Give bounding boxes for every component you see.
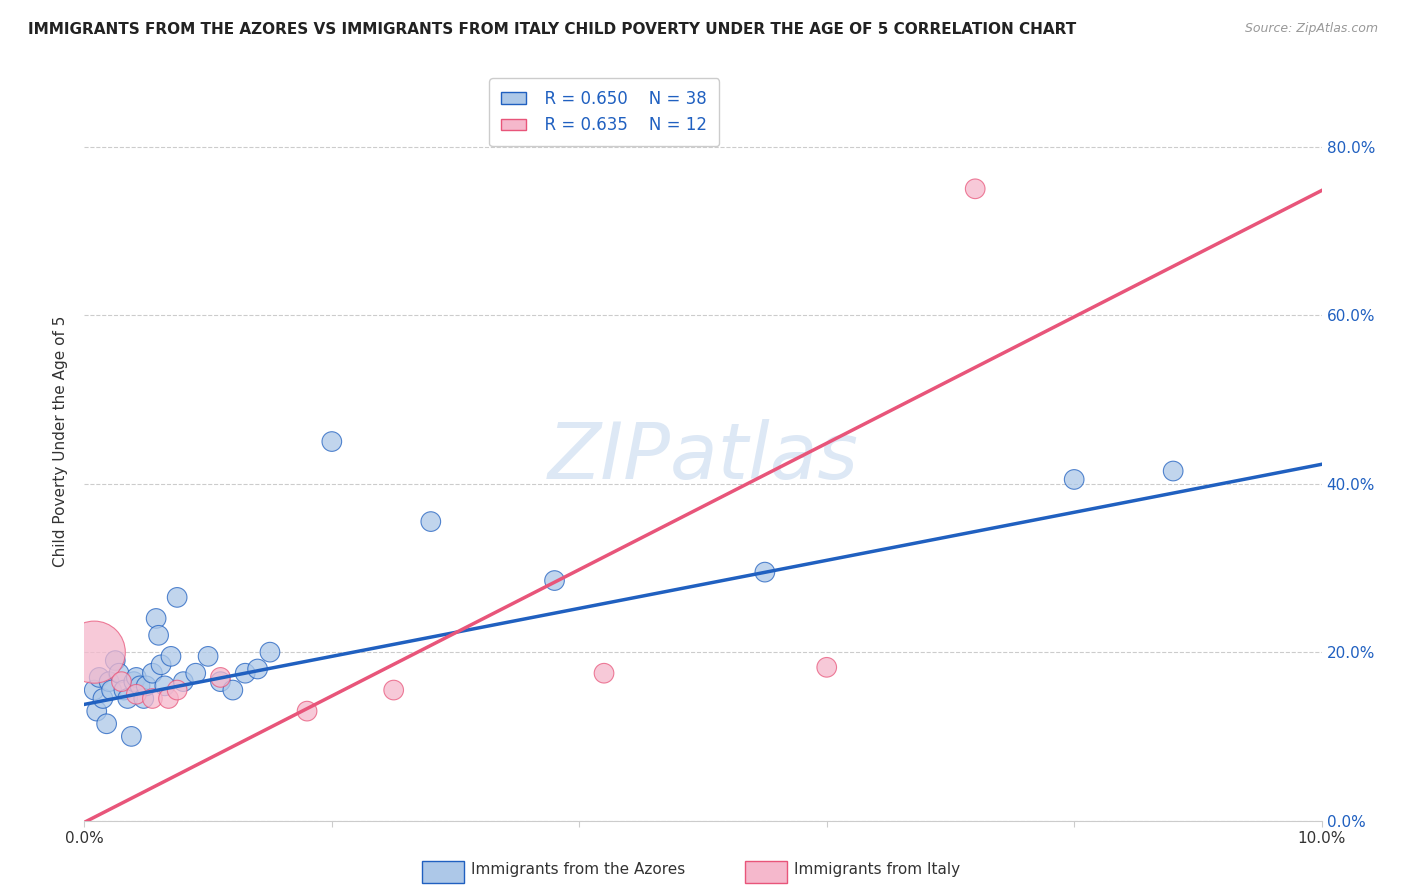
- Point: [125, 687, 148, 701]
- Point: [91, 691, 114, 706]
- Point: [754, 565, 776, 579]
- Point: [148, 628, 170, 642]
- Point: [96, 716, 118, 731]
- Point: [166, 683, 188, 698]
- Point: [89, 670, 111, 684]
- Point: [120, 730, 142, 744]
- Point: [98, 674, 121, 689]
- Point: [815, 660, 838, 674]
- Legend:   R = 0.650    N = 38,   R = 0.635    N = 12: R = 0.650 N = 38, R = 0.635 N = 12: [489, 78, 718, 146]
- Point: [83, 645, 105, 659]
- Point: [172, 674, 194, 689]
- Point: [259, 645, 281, 659]
- Text: Immigrants from Italy: Immigrants from Italy: [794, 863, 960, 877]
- Point: [1063, 473, 1085, 487]
- Point: [184, 666, 207, 681]
- Point: [153, 679, 176, 693]
- Point: [965, 182, 987, 196]
- Point: [141, 666, 163, 681]
- Point: [132, 691, 155, 706]
- Point: [321, 434, 343, 449]
- Point: [166, 591, 188, 605]
- Point: [86, 704, 108, 718]
- Point: [593, 666, 616, 681]
- Point: [222, 683, 245, 698]
- Point: [117, 691, 139, 706]
- Point: [1161, 464, 1184, 478]
- Point: [145, 611, 167, 625]
- Point: [233, 666, 256, 681]
- Point: [112, 683, 135, 698]
- Point: [150, 657, 173, 672]
- Point: [382, 683, 405, 698]
- Y-axis label: Child Poverty Under the Age of 5: Child Poverty Under the Age of 5: [53, 316, 69, 567]
- Point: [122, 674, 145, 689]
- Point: [83, 683, 105, 698]
- Point: [419, 515, 441, 529]
- Point: [197, 649, 219, 664]
- Point: [246, 662, 269, 676]
- Point: [110, 674, 132, 689]
- Text: ZIPatlas: ZIPatlas: [547, 418, 859, 495]
- Text: Source: ZipAtlas.com: Source: ZipAtlas.com: [1244, 22, 1378, 36]
- Point: [209, 674, 232, 689]
- Point: [100, 683, 122, 698]
- Point: [108, 666, 131, 681]
- Point: [209, 670, 232, 684]
- Text: Immigrants from the Azores: Immigrants from the Azores: [471, 863, 685, 877]
- Text: IMMIGRANTS FROM THE AZORES VS IMMIGRANTS FROM ITALY CHILD POVERTY UNDER THE AGE : IMMIGRANTS FROM THE AZORES VS IMMIGRANTS…: [28, 22, 1077, 37]
- Point: [135, 679, 157, 693]
- Point: [160, 649, 183, 664]
- Point: [543, 574, 565, 588]
- Point: [157, 691, 180, 706]
- Point: [141, 691, 163, 706]
- Point: [104, 654, 127, 668]
- Point: [295, 704, 318, 718]
- Point: [125, 670, 148, 684]
- Point: [129, 679, 152, 693]
